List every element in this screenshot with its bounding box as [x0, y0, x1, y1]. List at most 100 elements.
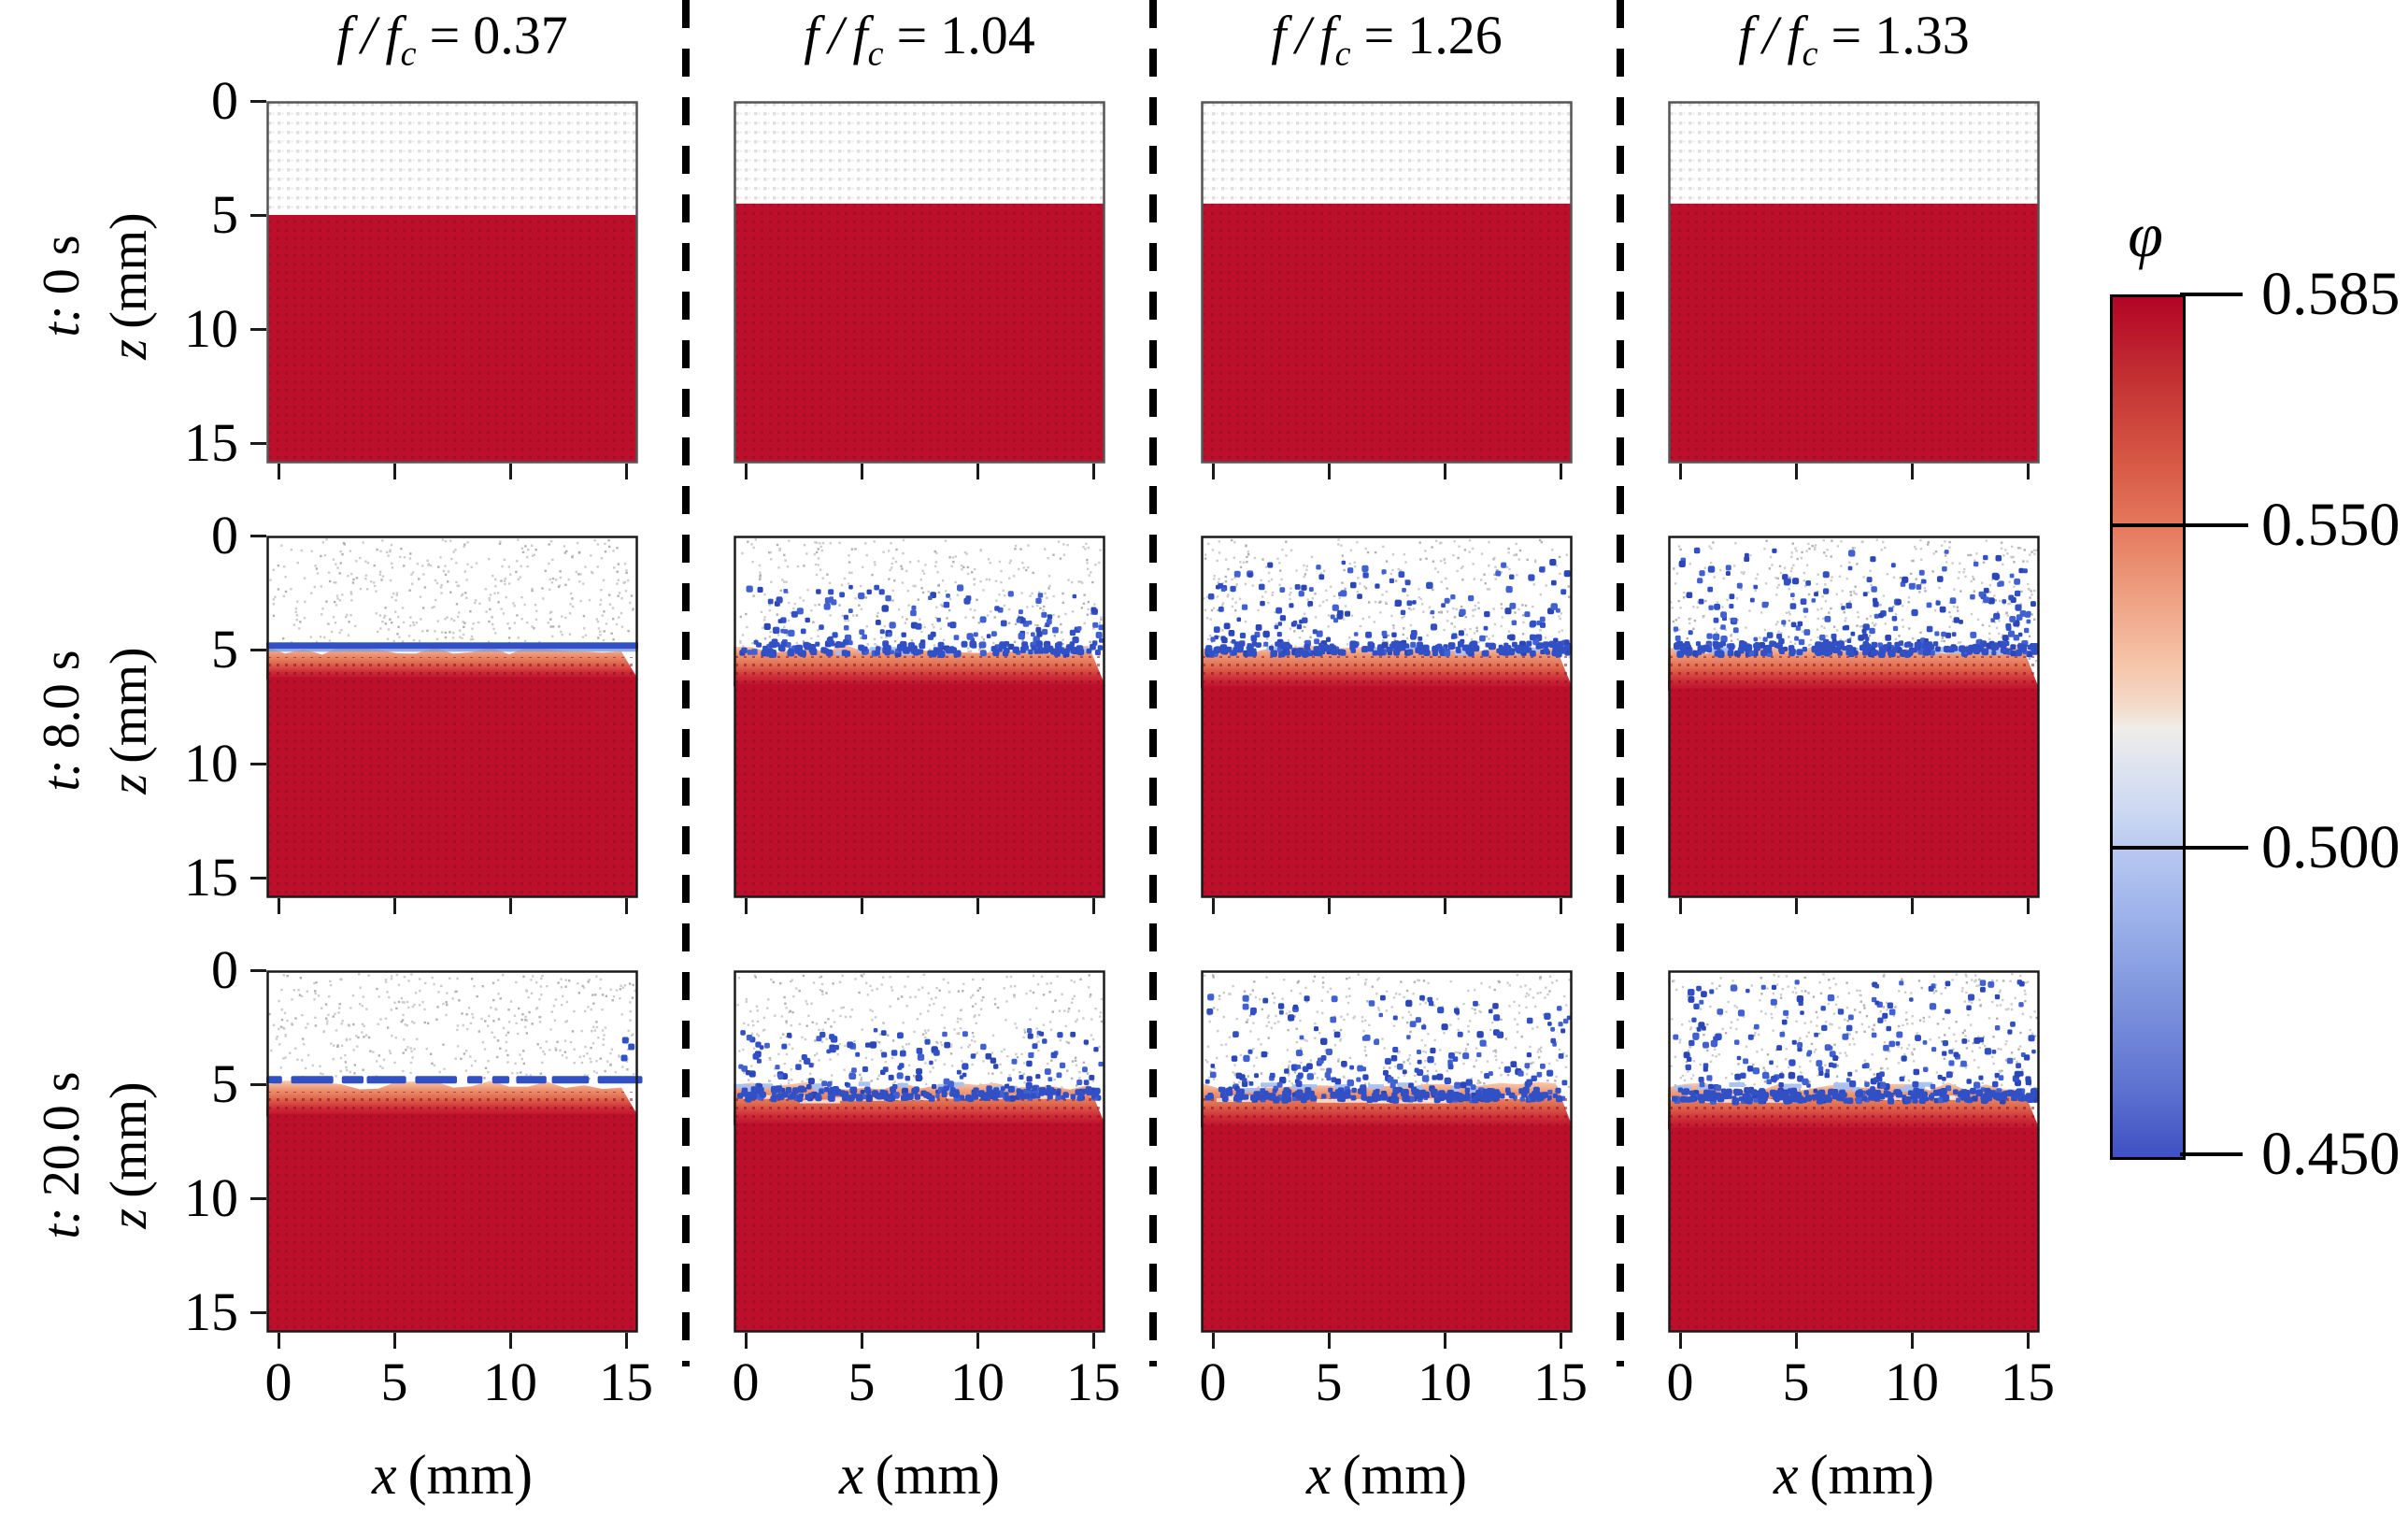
- ratio-numerator: f: [804, 5, 819, 65]
- panel-r2c1: [734, 970, 1105, 1333]
- x-tick-mark: [278, 1333, 280, 1349]
- x-tick-mark: [1911, 464, 1914, 479]
- x-tick-label: 0: [732, 1352, 760, 1412]
- x-tick-mark: [1328, 1333, 1331, 1349]
- x-tick-mark: [1679, 898, 1682, 914]
- x-axis-variable: x: [839, 1444, 864, 1506]
- panel-plot-svg: [266, 536, 638, 898]
- x-tick-mark: [2027, 898, 2030, 914]
- colorbar-tick-label: 0.450: [2261, 1120, 2401, 1188]
- equals-sign: =: [1831, 5, 1862, 65]
- colorbar-tick-line: [2110, 845, 2248, 850]
- panel-r2c3: [1668, 970, 2040, 1333]
- x-tick-mark: [1795, 898, 1798, 914]
- panel-plot-svg: [734, 536, 1105, 898]
- x-tick-mark: [1795, 1333, 1798, 1349]
- colorbar-tick-label: 0.585: [2261, 260, 2401, 328]
- time-prefix: t:: [33, 1207, 91, 1239]
- panel-plot-svg: [734, 101, 1105, 464]
- column-title: f / fc = 0.37: [266, 4, 638, 72]
- row-time-label: t: 8.0 s: [32, 524, 92, 917]
- x-tick-mark: [861, 464, 863, 479]
- x-tick-mark: [976, 1333, 979, 1349]
- ratio-denominator-sub: c: [1802, 34, 1818, 74]
- z-tick-mark: [250, 877, 266, 880]
- z-tick-label: 5: [211, 619, 238, 679]
- time-prefix: t:: [33, 759, 91, 792]
- x-tick-mark: [1444, 898, 1446, 914]
- z-tick-label: 5: [211, 1053, 238, 1114]
- x-tick-label: 15: [2001, 1352, 2055, 1412]
- z-tick-mark: [250, 649, 266, 651]
- z-tick-label: 10: [184, 298, 238, 359]
- ratio-value: 1.33: [1874, 5, 1970, 65]
- x-tick-mark: [1328, 898, 1331, 914]
- equals-sign: =: [429, 5, 461, 65]
- z-tick-mark: [250, 214, 266, 217]
- x-axis-unit: (mm): [1331, 1444, 1467, 1506]
- ratio-numerator: f: [1738, 5, 1754, 65]
- x-axis-unit: (mm): [396, 1444, 533, 1506]
- ratio-value: 1.04: [940, 5, 1035, 65]
- x-tick-mark: [2027, 464, 2030, 479]
- colorbar-tick-label: 0.500: [2261, 812, 2401, 881]
- x-tick-mark: [1560, 898, 1562, 914]
- ratio-denominator-sub: c: [867, 34, 884, 74]
- x-axis-variable: x: [1774, 1444, 1799, 1506]
- equals-sign: =: [896, 5, 928, 65]
- z-tick-label: 0: [211, 939, 238, 1000]
- x-tick-mark: [976, 898, 979, 914]
- x-axis-unit: (mm): [1798, 1444, 1934, 1506]
- panel-r0c2: [1201, 101, 1573, 464]
- panel-plot-svg: [1668, 970, 2040, 1333]
- column-title: f / fc = 1.26: [1201, 4, 1573, 72]
- column-separator-line: [1149, 0, 1157, 1366]
- panel-r0c0: [266, 101, 638, 464]
- colorbar-tick-line: [2180, 293, 2243, 296]
- ratio-denominator-sub: c: [1334, 34, 1351, 74]
- ratio-value: 1.26: [1407, 5, 1503, 65]
- panel-plot-svg: [1201, 970, 1573, 1333]
- ratio-denominator: f: [385, 5, 401, 65]
- x-tick-mark: [625, 898, 628, 914]
- x-axis-label: x (mm): [839, 1443, 1000, 1508]
- x-tick-label: 15: [1066, 1352, 1120, 1412]
- colorbar-tick-line: [2110, 523, 2248, 528]
- z-tick-mark: [250, 763, 266, 765]
- z-tick-label: 5: [211, 184, 238, 245]
- panel-plot-svg: [1668, 536, 2040, 898]
- ratio-denominator: f: [1787, 5, 1802, 65]
- x-tick-label: 15: [599, 1352, 653, 1412]
- ratio-numerator: f: [1271, 5, 1287, 65]
- x-tick-label: 5: [1315, 1352, 1343, 1412]
- z-tick-mark: [250, 1311, 266, 1314]
- x-tick-mark: [1092, 464, 1095, 479]
- x-tick-mark: [745, 1333, 748, 1349]
- x-tick-mark: [1212, 464, 1215, 479]
- x-tick-label: 10: [1885, 1352, 1939, 1412]
- x-tick-mark: [278, 464, 280, 479]
- time-prefix: t:: [33, 305, 91, 337]
- z-tick-label: 10: [184, 1167, 238, 1228]
- z-tick-label: 10: [184, 733, 238, 794]
- z-tick-mark: [250, 442, 266, 445]
- z-tick-mark: [250, 1083, 266, 1086]
- column-separator-line: [682, 0, 690, 1366]
- ratio-slash: /: [361, 5, 377, 65]
- x-tick-label: 5: [1782, 1352, 1810, 1412]
- x-axis-unit: (mm): [863, 1444, 1000, 1506]
- column-title: f / fc = 1.04: [734, 4, 1105, 72]
- panel-r1c2: [1201, 536, 1573, 898]
- ratio-slash: /: [1762, 5, 1778, 65]
- panel-r1c1: [734, 536, 1105, 898]
- z-tick-mark: [250, 100, 266, 103]
- x-tick-mark: [861, 1333, 863, 1349]
- ratio-denominator-sub: c: [400, 34, 417, 74]
- ratio-slash: /: [828, 5, 844, 65]
- time-value: 8.0 s: [33, 650, 91, 760]
- time-value: 20.0 s: [33, 1071, 91, 1208]
- x-tick-mark: [393, 464, 396, 479]
- x-tick-label: 5: [848, 1352, 876, 1412]
- panel-plot-svg: [266, 101, 638, 464]
